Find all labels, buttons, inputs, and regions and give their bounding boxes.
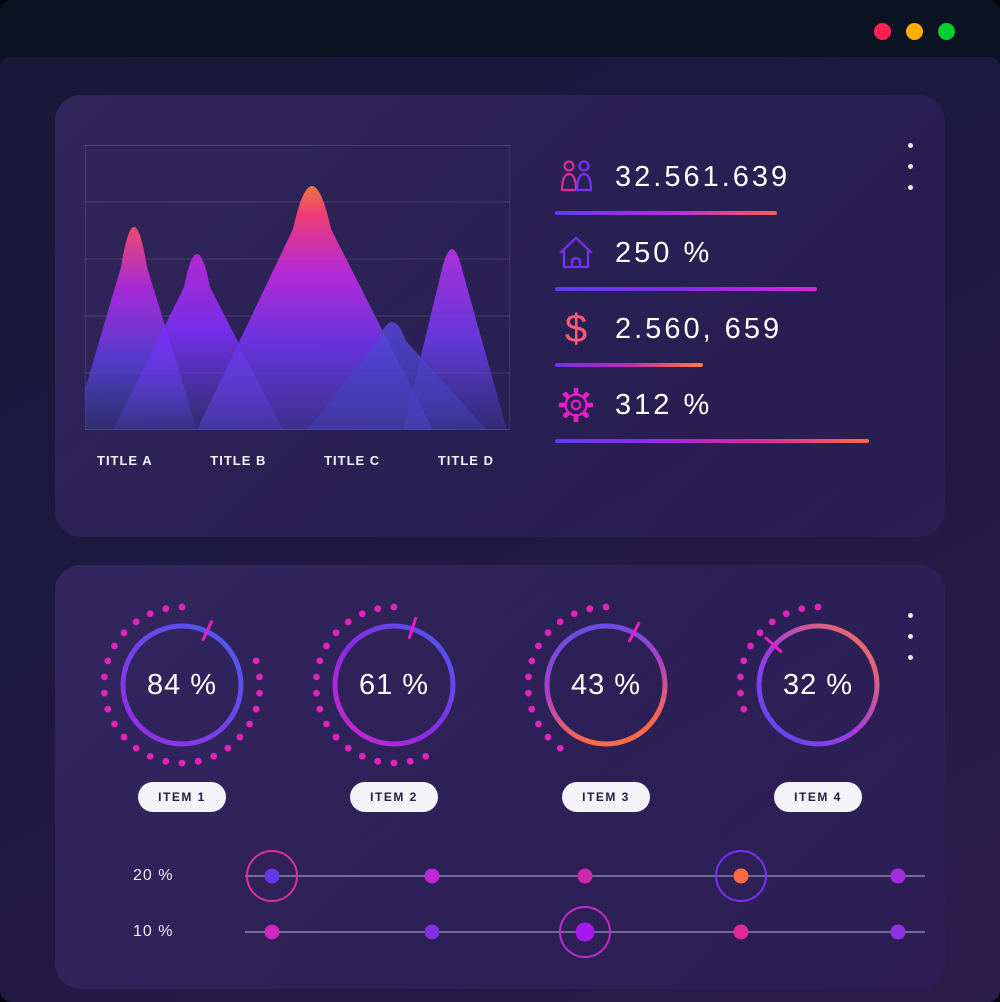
item-1-button[interactable]: ITEM 1 — [138, 782, 226, 812]
gauge-item-2: 61 % ITEM 2 — [309, 600, 479, 812]
slider-dot-1[interactable] — [264, 924, 280, 940]
gauge-ring — [97, 600, 267, 770]
gauges-row: 84 % ITEM 1 61 % ITEM 2 43 % ITEM 3 32 %… — [55, 600, 945, 812]
slider-handle-ring — [246, 850, 299, 902]
gauge-ring — [521, 600, 691, 770]
slider-dot-3[interactable] — [577, 868, 593, 884]
chart-label-c: TITLE C — [324, 453, 381, 468]
slider-row-10: 10 % — [133, 906, 925, 958]
stats-panel-menu-button[interactable] — [902, 137, 919, 196]
gauge-ring — [733, 600, 903, 770]
slider-dot-1[interactable] — [264, 868, 280, 884]
gauge-item-3: 43 % ITEM 3 — [521, 600, 691, 812]
stat-home: 250 % — [555, 231, 925, 291]
stat-value: 312 % — [615, 388, 713, 421]
item-3-button[interactable]: ITEM 3 — [562, 782, 650, 812]
gauge-item-4: 32 % ITEM 4 — [733, 600, 903, 812]
stat-users: 32.561.639 — [555, 155, 925, 215]
slider-dot-4[interactable] — [733, 924, 749, 940]
slider-row-20: 20 % — [133, 850, 925, 902]
home-icon — [555, 232, 597, 274]
slider-track[interactable] — [245, 850, 925, 902]
stat-value: 2.560, 659 — [615, 312, 783, 345]
stat-underline — [555, 211, 777, 215]
stat-underline — [555, 287, 817, 291]
chart-label-b: TITLE B — [210, 453, 267, 468]
gauge-value: 32 % — [782, 668, 854, 701]
stats-list: 32.561.639 250 % — [555, 155, 925, 459]
chart-x-axis-labels: TITLE A TITLE B TITLE C TITLE D — [97, 453, 494, 468]
gauge-value: 61 % — [358, 668, 430, 701]
gear-icon — [555, 384, 597, 426]
slider-dot-2[interactable] — [424, 924, 440, 940]
gauge-value: 84 % — [146, 668, 218, 701]
dollar-icon: $ — [564, 307, 588, 351]
stat-settings: 312 % — [555, 383, 925, 443]
stat-underline — [555, 363, 703, 367]
titlebar — [0, 0, 1000, 57]
dashboard-body: TITLE A TITLE B TITLE C TITLE D — [0, 57, 1000, 1002]
slider-label: 10 % — [133, 923, 174, 940]
area-chart — [85, 145, 510, 430]
stat-value: 250 % — [615, 236, 713, 269]
gauges-panel: 84 % ITEM 1 61 % ITEM 2 43 % ITEM 3 32 %… — [55, 565, 945, 989]
chart-label-a: TITLE A — [97, 453, 153, 468]
slider-dot-4[interactable] — [733, 868, 749, 884]
item-4-button[interactable]: ITEM 4 — [774, 782, 862, 812]
item-2-button[interactable]: ITEM 2 — [350, 782, 438, 812]
window-controls — [874, 23, 955, 40]
slider-handle-ring — [715, 850, 768, 902]
zoom-button[interactable] — [938, 23, 955, 40]
slider-handle-ring — [559, 906, 611, 958]
slider-dot-5[interactable] — [890, 868, 906, 884]
gauge-item-1: 84 % ITEM 1 — [97, 600, 267, 812]
slider-dot-2[interactable] — [424, 868, 440, 884]
slider-label: 20 % — [133, 867, 174, 884]
stat-underline — [555, 439, 869, 443]
slider-dot-3[interactable] — [575, 922, 595, 942]
gauge-value: 43 % — [570, 668, 642, 701]
stat-value: 32.561.639 — [615, 160, 791, 193]
gauges-panel-menu-button[interactable] — [902, 607, 919, 666]
stat-money: $ 2.560, 659 — [555, 307, 925, 367]
chart-label-d: TITLE D — [437, 453, 494, 468]
people-icon — [555, 156, 597, 198]
minimize-button[interactable] — [906, 23, 923, 40]
slider-track[interactable] — [245, 906, 925, 958]
close-button[interactable] — [874, 23, 891, 40]
slider-dot-5[interactable] — [890, 924, 906, 940]
gauge-ring — [309, 600, 479, 770]
stats-panel: TITLE A TITLE B TITLE C TITLE D — [55, 95, 945, 537]
